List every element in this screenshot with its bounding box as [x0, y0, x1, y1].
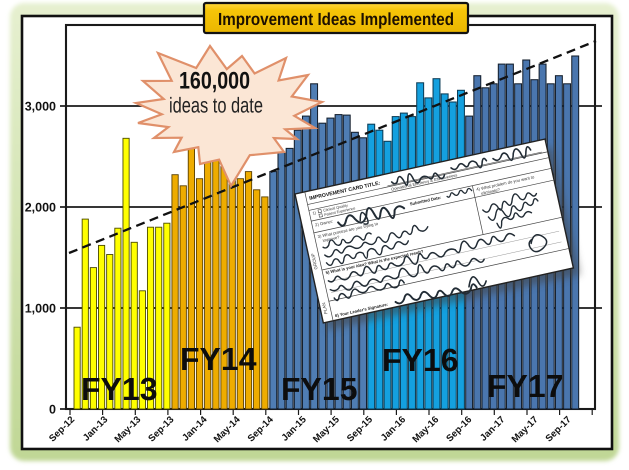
svg-text:Patient Experience: Patient Experience: [324, 206, 356, 217]
svg-text:GROUP: GROUP: [310, 253, 318, 270]
svg-text:Submitted Date:: Submitted Date:: [409, 195, 441, 207]
svg-text:FY17: FY17: [487, 368, 563, 404]
svg-text:160,000: 160,000: [179, 68, 250, 95]
svg-text:2,000: 2,000: [25, 201, 56, 215]
svg-text:eliminate?: eliminate?: [481, 187, 501, 196]
svg-text:ideas to date: ideas to date: [169, 94, 263, 118]
svg-text:FY14: FY14: [180, 341, 257, 377]
svg-text:3,000: 3,000: [25, 100, 56, 114]
svg-text:FY15: FY15: [281, 371, 357, 407]
svg-text:1): 1): [312, 210, 317, 216]
svg-text:2) Owner:: 2) Owner:: [315, 219, 334, 228]
svg-text:PLAN: PLAN: [321, 302, 328, 315]
svg-text:FY13: FY13: [81, 371, 157, 407]
svg-text:0: 0: [49, 403, 56, 417]
svg-text:Clinical Quality: Clinical Quality: [323, 203, 348, 212]
svg-text:improve?: improve?: [322, 234, 341, 243]
svg-text:FY16: FY16: [382, 342, 458, 378]
svg-text:Improvement Ideas Implemented: Improvement Ideas Implemented: [218, 9, 454, 29]
svg-text:1,000: 1,000: [25, 302, 56, 316]
